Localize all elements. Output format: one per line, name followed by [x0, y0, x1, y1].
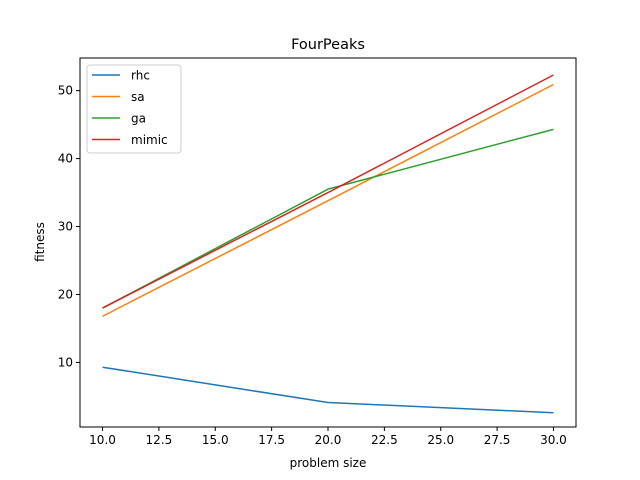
x-tick-label: 27.5 [484, 433, 511, 447]
y-tick-label: 50 [58, 84, 73, 98]
y-axis-ticks: 10 20 30 40 50 [58, 84, 80, 369]
series-lines [102, 74, 554, 414]
legend-label-rhc: rhc [131, 69, 150, 83]
plot-area [79, 57, 577, 428]
x-tick-label: 17.5 [258, 433, 285, 447]
legend-label-ga: ga [131, 112, 146, 126]
series-line-ga [102, 128, 554, 309]
y-tick-label: 40 [58, 152, 73, 166]
x-tick-label: 22.5 [371, 433, 398, 447]
x-tick-label: 15.0 [202, 433, 229, 447]
x-tick-label: 30.0 [540, 433, 567, 447]
y-tick-label: 20 [58, 287, 73, 301]
legend-box [86, 64, 182, 154]
x-tick-label: 12.5 [146, 433, 173, 447]
series-line-mimic [102, 74, 554, 309]
series-line-sa [102, 83, 554, 317]
y-axis-label: fitness [33, 222, 47, 262]
legend-label-mimic: mimic [131, 133, 168, 147]
x-tick-label: 25.0 [427, 433, 454, 447]
x-tick-label: 20.0 [315, 433, 342, 447]
legend-items: rhc sa ga mimic [92, 69, 168, 147]
y-tick-label: 30 [58, 220, 73, 234]
legend-label-sa: sa [131, 90, 145, 104]
series-line-rhc [102, 366, 554, 414]
x-axis-ticks: 10.0 12.5 15.0 17.5 20.0 22.5 25.0 27.5 30.0 [89, 427, 567, 447]
chart-title: FourPeaks [291, 37, 365, 53]
x-axis-label: problem size [290, 456, 367, 470]
legend: rhc sa ga mimic [86, 64, 182, 154]
y-tick-label: 10 [58, 355, 73, 369]
x-tick-label: 10.0 [89, 433, 116, 447]
